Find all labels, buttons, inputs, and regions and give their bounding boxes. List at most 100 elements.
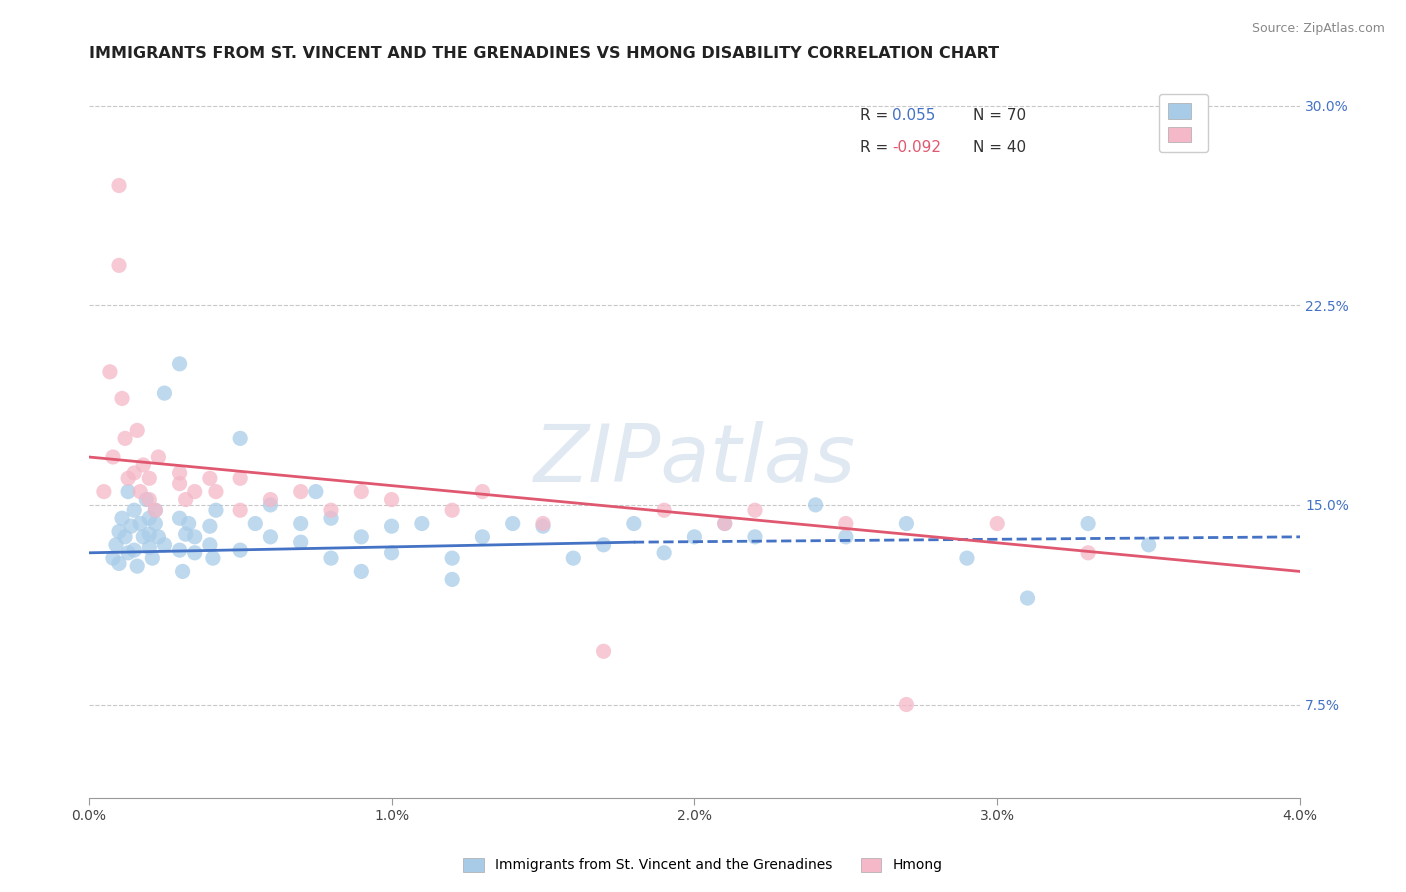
- Point: [148, 530, 170, 544]
- Point: [169, 466, 191, 480]
- Point: [132, 530, 155, 544]
- Point: [441, 573, 464, 587]
- Point: [259, 492, 281, 507]
- Point: [229, 431, 252, 445]
- Point: [122, 466, 145, 480]
- Point: [259, 530, 281, 544]
- Point: [98, 365, 121, 379]
- Point: [562, 551, 585, 566]
- Point: [174, 527, 197, 541]
- Point: [114, 530, 136, 544]
- Point: [471, 484, 494, 499]
- Point: [169, 543, 191, 558]
- Point: [169, 511, 191, 525]
- Point: [441, 551, 464, 566]
- Point: [290, 484, 312, 499]
- Point: [305, 484, 328, 499]
- Point: [138, 492, 160, 507]
- Point: [108, 524, 131, 539]
- Point: [198, 519, 221, 533]
- Point: [531, 516, 554, 531]
- Point: [229, 543, 252, 558]
- Point: [652, 503, 675, 517]
- Point: [117, 471, 139, 485]
- Point: [145, 503, 167, 517]
- Point: [1017, 591, 1039, 605]
- Point: [141, 551, 163, 566]
- Text: 0.055: 0.055: [891, 108, 935, 123]
- Point: [531, 519, 554, 533]
- Point: [108, 178, 131, 193]
- Point: [198, 471, 221, 485]
- Point: [111, 392, 134, 406]
- Point: [441, 503, 464, 517]
- Point: [290, 535, 312, 549]
- Point: [713, 516, 735, 531]
- Point: [93, 484, 115, 499]
- Text: R =: R =: [860, 140, 893, 155]
- Point: [502, 516, 524, 531]
- Point: [381, 492, 404, 507]
- Point: [205, 484, 228, 499]
- Text: IMMIGRANTS FROM ST. VINCENT AND THE GRENADINES VS HMONG DISABILITY CORRELATION C: IMMIGRANTS FROM ST. VINCENT AND THE GREN…: [89, 46, 998, 62]
- Point: [145, 516, 167, 531]
- Point: [138, 527, 160, 541]
- Point: [956, 551, 979, 566]
- Point: [184, 546, 207, 560]
- Point: [835, 516, 858, 531]
- Point: [381, 519, 404, 533]
- Point: [623, 516, 645, 531]
- Point: [350, 530, 373, 544]
- Point: [120, 519, 142, 533]
- Point: [127, 423, 149, 437]
- Point: [184, 530, 207, 544]
- Point: [1137, 538, 1160, 552]
- Point: [592, 538, 614, 552]
- Point: [744, 530, 766, 544]
- Point: [652, 546, 675, 560]
- Point: [471, 530, 494, 544]
- Text: Source: ZipAtlas.com: Source: ZipAtlas.com: [1251, 22, 1385, 36]
- Point: [319, 503, 342, 517]
- Point: [138, 511, 160, 525]
- Point: [169, 357, 191, 371]
- Point: [105, 538, 128, 552]
- Point: [129, 516, 152, 531]
- Point: [184, 484, 207, 499]
- Point: [153, 538, 176, 552]
- Point: [319, 551, 342, 566]
- Point: [122, 543, 145, 558]
- Point: [411, 516, 433, 531]
- Text: R =: R =: [860, 108, 893, 123]
- Point: [804, 498, 827, 512]
- Point: [122, 503, 145, 517]
- Point: [245, 516, 267, 531]
- Point: [381, 546, 404, 560]
- Point: [153, 386, 176, 401]
- Point: [177, 516, 200, 531]
- Point: [108, 557, 131, 571]
- Point: [145, 503, 167, 517]
- Point: [896, 516, 918, 531]
- Point: [101, 551, 124, 566]
- Point: [896, 698, 918, 712]
- Text: N = 40: N = 40: [973, 140, 1026, 155]
- Text: -0.092: -0.092: [891, 140, 941, 155]
- Point: [127, 559, 149, 574]
- Point: [290, 516, 312, 531]
- Point: [744, 503, 766, 517]
- Point: [172, 565, 194, 579]
- Text: N = 70: N = 70: [973, 108, 1026, 123]
- Point: [350, 565, 373, 579]
- Point: [129, 484, 152, 499]
- Point: [138, 471, 160, 485]
- Point: [174, 492, 197, 507]
- Point: [201, 551, 224, 566]
- Point: [1077, 546, 1099, 560]
- Point: [114, 431, 136, 445]
- Point: [350, 484, 373, 499]
- Point: [835, 530, 858, 544]
- Point: [169, 476, 191, 491]
- Point: [319, 511, 342, 525]
- Point: [101, 450, 124, 464]
